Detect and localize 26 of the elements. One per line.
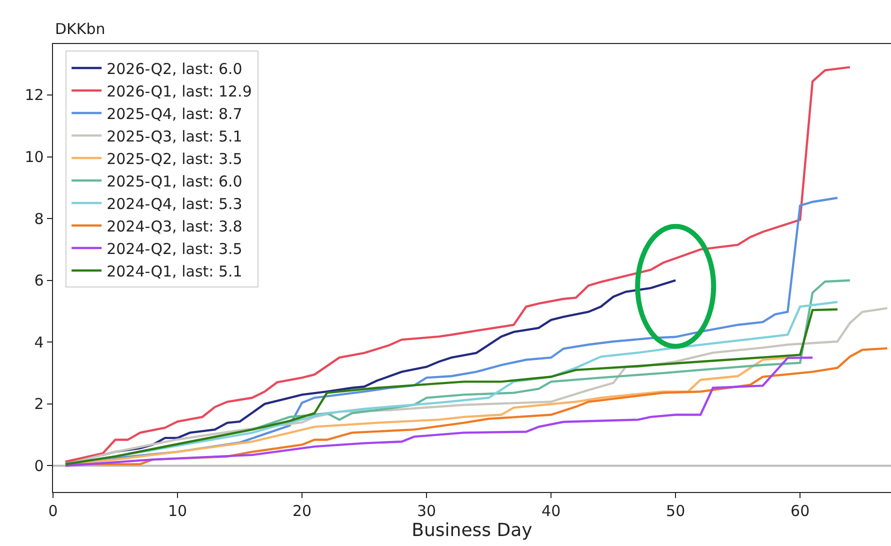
y-tick-label: 10: [24, 148, 44, 166]
y-tick-label: 0: [34, 456, 44, 475]
x-tick-label: 50: [666, 502, 686, 520]
x-tick-label: 10: [168, 502, 188, 520]
y-tick-label: 2: [34, 395, 44, 414]
y-tick-label: 6: [34, 272, 44, 290]
y-axis-title: DKKbn: [55, 20, 106, 38]
x-tick-label: 60: [790, 502, 810, 520]
legend-label: 2025-Q4, last: 8.7: [106, 104, 242, 123]
legend-label: 2025-Q3, last: 5.1: [106, 127, 242, 146]
legend-label: 2024-Q4, last: 5.3: [106, 194, 242, 213]
x-axis-title: Business Day: [412, 520, 533, 542]
legend-label: 2024-Q2, last: 3.5: [106, 240, 242, 258]
y-tick-label: 12: [24, 86, 44, 104]
x-tick-label: 20: [292, 502, 312, 520]
legend-label: 2026-Q1, last: 12.9: [106, 82, 252, 100]
x-tick-label: 0: [48, 502, 58, 520]
legend-label: 2026-Q2, last: 6.0: [106, 60, 242, 78]
legend-label: 2024-Q1, last: 5.1: [106, 262, 242, 280]
y-tick-label: 8: [34, 210, 44, 228]
y-tick-label: 4: [34, 333, 44, 352]
legend-label: 2025-Q2, last: 3.5: [106, 150, 242, 168]
legend-label: 2025-Q1, last: 6.0: [106, 172, 242, 190]
x-tick-label: 30: [417, 502, 436, 520]
legend-label: 2024-Q3, last: 3.8: [106, 217, 242, 236]
x-tick-label: 40: [542, 502, 561, 520]
